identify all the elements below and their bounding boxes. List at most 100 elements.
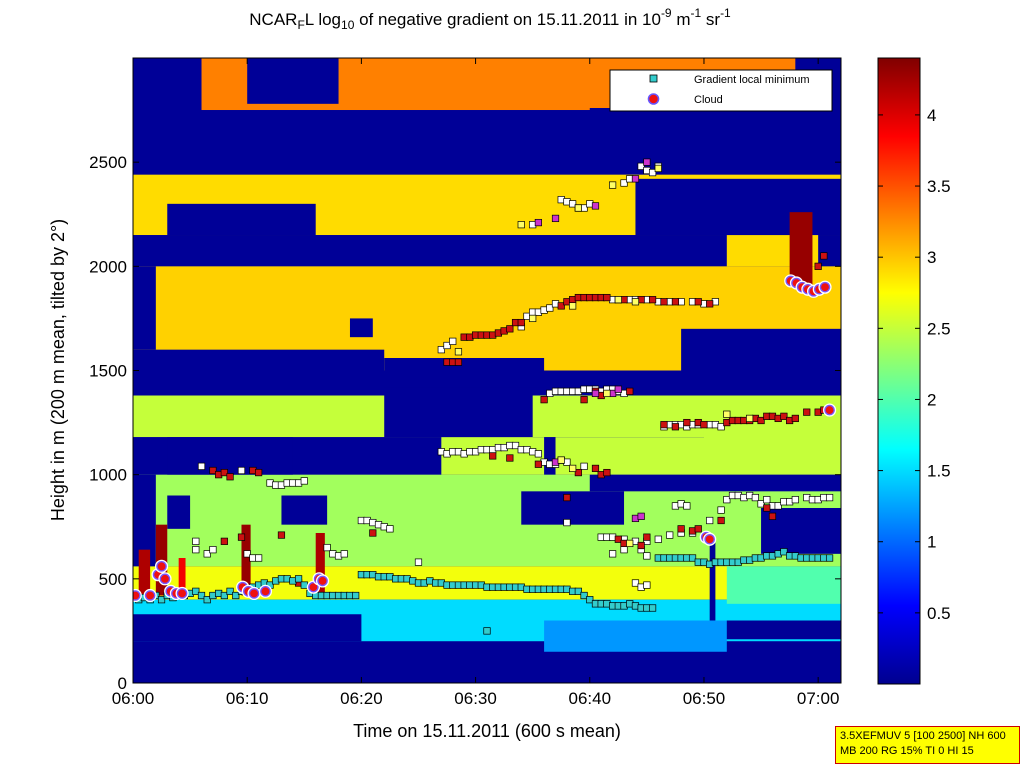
field-patch-9: [384, 358, 544, 387]
marker-3-1: [575, 205, 582, 212]
marker-2-0: [535, 219, 542, 226]
marker-0-72: [706, 517, 713, 524]
marker-1-40: [695, 299, 702, 306]
marker-1-8: [278, 532, 285, 539]
config-line-2: MB 200 RG 15% TI 0 HI 15: [840, 744, 1015, 759]
y-axis-label: Height in m (200 m mean, tilted by 2°): [48, 219, 68, 521]
marker-0-25: [387, 526, 394, 533]
x-tick-label-2: 06:20: [340, 689, 383, 708]
marker-3-2: [609, 182, 616, 189]
marker-0-50: [581, 463, 588, 470]
field-patch-28: [544, 621, 727, 652]
y-tick-label-5: 2500: [89, 153, 127, 172]
marker-3-8: [604, 390, 611, 397]
cloud-point-11: [261, 587, 270, 596]
marker-1-80: [718, 517, 725, 524]
marker-1-81: [764, 505, 771, 512]
marker-1-41: [706, 301, 713, 308]
cloud-point-3: [157, 562, 166, 571]
marker-1-10: [370, 530, 377, 537]
marker-1-76: [644, 534, 651, 541]
marker-1-7: [238, 534, 245, 541]
marker-2-4: [644, 159, 651, 166]
marker-2-5: [592, 390, 599, 397]
marker-0-58: [666, 532, 673, 539]
marker-0-61: [564, 519, 571, 526]
marker-1-39: [672, 299, 679, 306]
marker-3-13: [724, 411, 731, 418]
marker-1-3: [227, 474, 234, 481]
marker-0-0: [198, 463, 205, 470]
y-tick-label-2: 1000: [89, 466, 127, 485]
marker-1-38: [661, 299, 668, 306]
marker-1-72: [564, 494, 571, 501]
legend: Gradient local minimum Cloud: [610, 70, 832, 111]
colorbar-gradient: [878, 58, 920, 684]
legend-label-cloud: Cloud: [694, 94, 723, 106]
marker-1-79: [695, 526, 702, 533]
marker-1-87: [821, 253, 828, 260]
marker-0-16: [324, 544, 331, 551]
marker-0-68: [644, 582, 651, 589]
marker-3-10: [569, 465, 576, 472]
gradient-minimum-point-122: [826, 555, 833, 562]
gradient-minimum-point-91: [649, 605, 656, 612]
marker-2-1: [552, 215, 559, 222]
cloud-point-0: [131, 591, 140, 600]
marker-1-33: [604, 294, 611, 301]
cloud-point-4: [160, 574, 169, 583]
field-patch-10: [350, 318, 373, 337]
marker-3-7: [632, 299, 639, 306]
marker-1-86: [815, 263, 822, 270]
field-patch-0: [133, 58, 202, 131]
colorbar-tick-label-7: 4: [927, 106, 936, 125]
gradient-minimum-point-123: [484, 628, 491, 635]
marker-0-73: [718, 507, 725, 514]
legend-marker-cloud: [649, 94, 659, 104]
marker-1-84: [489, 453, 496, 460]
x-tick-label-4: 06:40: [569, 689, 612, 708]
colorbar: 0.511.522.533.54: [878, 58, 951, 684]
gradient-minimum-point-39: [352, 592, 359, 599]
marker-1-82: [769, 513, 776, 520]
marker-3-9: [626, 540, 633, 547]
marker-0-26: [415, 559, 422, 566]
legend-marker-gradient-minimum: [650, 75, 657, 82]
y-tick-label-4: 2000: [89, 257, 127, 276]
marker-3-4: [455, 349, 462, 356]
marker-0-91: [826, 494, 833, 501]
marker-2-7: [615, 386, 622, 393]
field-patch-21: [167, 496, 190, 529]
field-patch-25: [133, 614, 361, 641]
marker-3-14: [746, 415, 753, 422]
marker-0-65: [621, 546, 628, 553]
colorbar-tick-label-2: 1.5: [927, 462, 951, 481]
marker-2-3: [632, 176, 639, 183]
marker-3-0: [518, 221, 525, 228]
cloud-point-1: [146, 591, 155, 600]
marker-0-15: [255, 555, 262, 562]
marker-0-86: [792, 496, 799, 503]
marker-0-44: [535, 451, 542, 458]
marker-0-63: [644, 553, 651, 560]
colorbar-tick-label-4: 2.5: [927, 319, 951, 338]
marker-1-75: [638, 542, 645, 549]
colorbar-tick-label-5: 3: [927, 248, 936, 267]
marker-1-69: [592, 465, 599, 472]
marker-1-64: [792, 415, 799, 422]
x-tick-label-1: 06:10: [226, 689, 269, 708]
marker-0-94: [449, 338, 456, 345]
colorbar-tick-label-1: 1: [927, 533, 936, 552]
marker-1-85: [535, 461, 542, 468]
field-patch-19: [521, 491, 624, 524]
marker-1-49: [684, 419, 691, 426]
field-patch-22: [281, 496, 327, 525]
y-tick-label-1: 500: [99, 570, 127, 589]
marker-1-83: [507, 455, 514, 462]
marker-1-43: [581, 396, 588, 403]
gradient-minimum-point-30: [301, 582, 308, 589]
cloud-point-7: [178, 589, 187, 598]
cloud-point-16: [705, 535, 714, 544]
marker-1-71: [604, 469, 611, 476]
